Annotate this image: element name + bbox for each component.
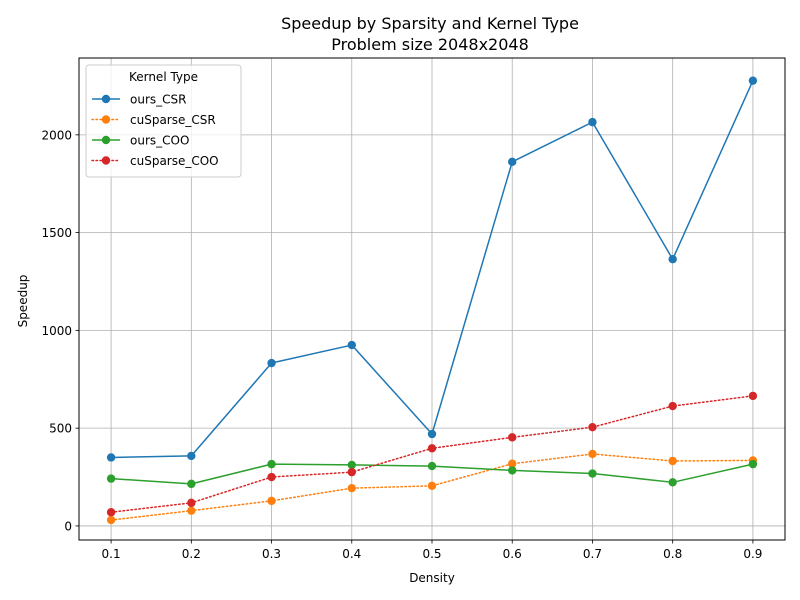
data-point-cusparse-coo bbox=[748, 391, 758, 401]
series-cusparse-coo bbox=[106, 391, 758, 517]
data-point-ours-csr bbox=[508, 157, 517, 167]
x-tick-label: 0.3 bbox=[262, 547, 281, 561]
x-tick-label: 0.7 bbox=[583, 547, 602, 561]
data-point-ours-coo bbox=[748, 459, 758, 469]
series-ours-csr bbox=[106, 76, 758, 462]
y-tick-label: 2000 bbox=[41, 128, 72, 142]
data-point-cusparse-coo bbox=[347, 467, 356, 477]
data-point-ours-coo bbox=[668, 478, 677, 487]
data-point-ours-csr bbox=[427, 429, 437, 439]
data-point-cusparse-coo bbox=[668, 401, 677, 411]
data-point-cusparse-csr bbox=[668, 456, 677, 466]
series-layer bbox=[106, 76, 758, 525]
data-point-cusparse-csr bbox=[588, 449, 597, 459]
data-point-ours-csr bbox=[588, 117, 597, 127]
axis-ticks: 0.1 0.2 0.3 0.4 0.5 0.6 0.7 0.8 0.9 0 500 1000 1500 2… bbox=[41, 128, 762, 561]
y-tick-label: 0 bbox=[64, 519, 72, 533]
data-point-ours-coo bbox=[106, 474, 116, 483]
data-point-ours-csr bbox=[267, 358, 276, 368]
legend-item-cusparse-coo: cuSparse_COO bbox=[91, 154, 219, 168]
x-tick-label: 0.6 bbox=[503, 547, 522, 561]
data-point-ours-coo bbox=[267, 459, 276, 469]
y-tick-label: 1500 bbox=[41, 226, 72, 240]
y-tick-label: 1000 bbox=[41, 324, 72, 338]
legend-marker-cusparse-coo bbox=[101, 156, 111, 165]
data-point-cusparse-coo bbox=[508, 433, 517, 442]
x-tick-label: 0.9 bbox=[743, 547, 762, 561]
legend-label-ours-csr: ours_CSR bbox=[130, 93, 186, 107]
legend-label-cusparse-coo: cuSparse_COO bbox=[130, 154, 219, 168]
data-point-cusparse-coo bbox=[588, 422, 597, 432]
legend-item-ours-csr: ours_CSR bbox=[92, 93, 186, 107]
legend-marker-ours-coo bbox=[101, 135, 111, 145]
data-point-cusparse-coo bbox=[106, 508, 116, 517]
x-tick-label: 0.5 bbox=[422, 547, 441, 561]
data-point-ours-csr bbox=[748, 76, 758, 85]
data-point-cusparse-csr bbox=[267, 496, 276, 506]
legend-item-ours-coo: ours_COO bbox=[92, 134, 189, 148]
legend-label-cusparse-csr: cuSparse_CSR bbox=[130, 113, 216, 127]
data-point-cusparse-coo bbox=[267, 472, 276, 482]
y-tick-label: 500 bbox=[49, 422, 72, 436]
data-point-cusparse-coo bbox=[427, 444, 437, 453]
series-ours-coo bbox=[106, 459, 758, 489]
series-line-cusparse-csr bbox=[110, 453, 754, 521]
x-tick-label: 0.1 bbox=[102, 547, 121, 561]
data-point-ours-coo bbox=[588, 469, 597, 478]
legend-item-cusparse-csr: cuSparse_CSR bbox=[91, 113, 216, 127]
chart-subtitle: Problem size 2048x2048 bbox=[331, 35, 529, 54]
legend-title: Kernel Type bbox=[129, 70, 198, 84]
x-tick-label: 0.4 bbox=[342, 547, 361, 561]
data-point-ours-coo bbox=[187, 479, 196, 489]
legend-marker-cusparse-csr bbox=[101, 115, 111, 124]
chart-title: Speedup by Sparsity and Kernel Type bbox=[281, 14, 579, 33]
data-point-cusparse-csr bbox=[427, 481, 437, 491]
legend-label-ours-coo: ours_COO bbox=[130, 134, 189, 148]
data-point-ours-csr bbox=[106, 453, 116, 462]
grid bbox=[79, 58, 785, 540]
x-axis-label: Density bbox=[409, 571, 455, 585]
x-tick-label: 0.2 bbox=[182, 547, 201, 561]
series-cusparse-csr bbox=[106, 449, 758, 525]
data-point-ours-coo bbox=[427, 461, 437, 471]
data-point-ours-coo bbox=[347, 460, 356, 470]
data-point-ours-csr bbox=[668, 255, 677, 264]
data-point-cusparse-csr bbox=[187, 506, 196, 515]
data-point-cusparse-coo bbox=[187, 498, 196, 508]
legend: Kernel Type ours_CSR cuSparse_CSR ours_COOc… bbox=[85, 64, 242, 178]
data-point-ours-csr bbox=[347, 340, 356, 350]
y-axis-label: Speedup bbox=[16, 275, 30, 328]
legend-marker-ours-csr bbox=[101, 94, 111, 104]
legend-box bbox=[85, 64, 242, 178]
data-point-ours-csr bbox=[187, 451, 196, 461]
data-point-cusparse-csr bbox=[106, 515, 116, 525]
data-point-cusparse-csr bbox=[347, 483, 356, 493]
x-tick-label: 0.8 bbox=[663, 547, 682, 561]
data-point-ours-coo bbox=[508, 466, 517, 475]
data-point-cusparse-csr bbox=[508, 459, 517, 468]
